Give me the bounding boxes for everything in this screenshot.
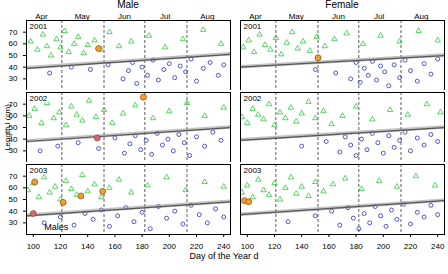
svg-text:Males: Males — [44, 222, 69, 232]
svg-text:40: 40 — [9, 63, 18, 72]
svg-text:180: 180 — [135, 242, 149, 251]
svg-text:2001: 2001 — [30, 22, 48, 31]
svg-text:120: 120 — [54, 242, 68, 251]
svg-text:50: 50 — [8, 123, 18, 133]
svg-text:140: 140 — [81, 242, 95, 251]
svg-text:60: 60 — [8, 111, 18, 121]
html-text:Male: Male — [117, 0, 139, 10]
svg-text:60: 60 — [9, 39, 18, 48]
svg-text:Aug: Aug — [414, 12, 428, 21]
svg-text:70: 70 — [9, 172, 18, 181]
svg-text:Apr: Apr — [35, 12, 48, 21]
svg-text:Aug: Aug — [200, 12, 214, 21]
svg-text:May: May — [75, 12, 90, 21]
svg-text:Jun: Jun — [118, 12, 131, 21]
svg-text:60: 60 — [9, 183, 18, 192]
svg-text:160: 160 — [108, 242, 122, 251]
svg-text:2002: 2002 — [244, 94, 262, 103]
svg-text:140: 140 — [295, 242, 309, 251]
svg-text:240: 240 — [431, 242, 445, 251]
svg-text:70: 70 — [8, 99, 18, 109]
svg-text:70: 70 — [9, 28, 18, 37]
svg-text:240: 240 — [217, 242, 231, 251]
svg-text:40: 40 — [9, 207, 18, 216]
svg-text:30: 30 — [9, 218, 18, 227]
svg-text:200: 200 — [377, 242, 391, 251]
svg-text:2003: 2003 — [244, 166, 262, 175]
svg-text:Apr: Apr — [249, 12, 262, 21]
svg-text:30: 30 — [8, 146, 18, 156]
svg-text:40: 40 — [8, 134, 18, 144]
html-text:Female: Female — [325, 0, 359, 10]
svg-text:50: 50 — [9, 195, 18, 204]
svg-text:100: 100 — [27, 242, 41, 251]
svg-text:200: 200 — [163, 242, 177, 251]
svg-text:2001: 2001 — [244, 22, 262, 31]
svg-text:30: 30 — [9, 74, 18, 83]
svg-text:2003: 2003 — [30, 166, 48, 175]
svg-text:May: May — [289, 12, 304, 21]
svg-text:160: 160 — [322, 242, 336, 251]
svg-text:50: 50 — [9, 51, 18, 60]
svg-text:Jun: Jun — [332, 12, 345, 21]
svg-text:120: 120 — [268, 242, 282, 251]
svg-text:Length l (cm): Length l (cm) — [3, 104, 12, 151]
svg-text:220: 220 — [190, 242, 204, 251]
svg-text:180: 180 — [349, 242, 363, 251]
svg-text:100: 100 — [241, 242, 255, 251]
svg-text:Jul: Jul — [374, 12, 384, 21]
svg-text:Jul: Jul — [160, 12, 170, 21]
svg-text:2002: 2002 — [30, 94, 48, 103]
svg-text:220: 220 — [404, 242, 418, 251]
html-text:Day of the Year d: Day of the Year d — [189, 251, 259, 261]
